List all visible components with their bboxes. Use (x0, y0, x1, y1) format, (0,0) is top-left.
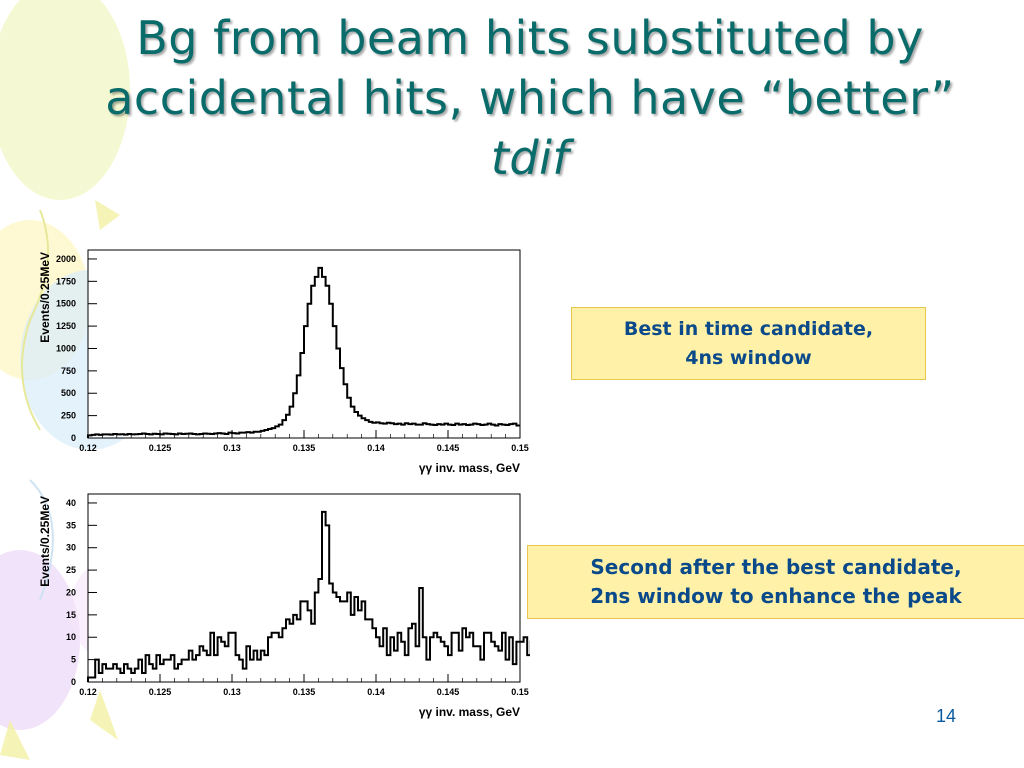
x-tick-label: 0.15 (511, 687, 529, 697)
y-tick-label: 40 (66, 498, 76, 508)
x-tick-label: 0.12 (79, 443, 97, 453)
x-tick-label: 0.125 (149, 443, 172, 453)
slide-title-text: Bg from beam hits substituted by acciden… (105, 11, 955, 125)
histogram-series (87, 266, 520, 438)
y-tick-label: 30 (66, 543, 76, 553)
x-tick-label: 0.125 (149, 687, 172, 697)
x-tick-label: 0.12 (79, 687, 97, 697)
y-tick-label: 0 (71, 433, 76, 443)
y-tick-label: 5 (71, 655, 76, 665)
y-tick-label: 10 (66, 632, 76, 642)
y-axis-label: Events/0.25MeV (38, 496, 52, 587)
y-tick-label: 750 (61, 366, 76, 376)
x-tick-label: 0.13 (223, 443, 241, 453)
x-tick-label: 0.145 (437, 687, 460, 697)
y-tick-label: 0 (71, 677, 76, 687)
y-tick-label: 20 (66, 587, 76, 597)
x-axis-label: γγ inv. mass, GeV (419, 461, 520, 475)
callout-1-line1: Best in time candidate, (623, 318, 874, 340)
x-axis-label: γγ inv. mass, GeV (419, 705, 520, 719)
x-tick-label: 0.14 (367, 687, 385, 697)
slide-title-emphasis: tdif (490, 131, 570, 185)
x-tick-label: 0.135 (293, 687, 316, 697)
y-axis-label: Events/0.25MeV (38, 252, 52, 343)
histogram-top: 0.12 0.125 0.13 0.135 0.14 0.145 0.15 0 250 500 75… (38, 249, 529, 475)
x-tick-label: 0.14 (367, 443, 385, 453)
y-tick-label: 15 (66, 610, 76, 620)
plot-frame (87, 493, 521, 683)
callout-1-line2: 4ns window (685, 347, 812, 369)
y-tick-label: 250 (61, 411, 76, 421)
slide-title: Bg from beam hits substituted by acciden… (70, 8, 990, 188)
callout-best-in-time: Best in time candidate, 4ns window (571, 307, 926, 380)
y-tick-label: 25 (66, 565, 76, 575)
y-tick-label: 1250 (56, 321, 76, 331)
y-tick-label: 35 (66, 520, 76, 530)
x-tick-label: 0.13 (223, 687, 241, 697)
callout-second-candidate: Second after the best candidate, 2ns win… (527, 545, 1024, 619)
y-tick-label: 1000 (56, 343, 76, 353)
y-tick-label: 2000 (56, 254, 76, 264)
page-number: 14 (936, 706, 957, 726)
x-tick-label: 0.135 (293, 443, 316, 453)
histogram-bottom: 0.12 0.125 0.13 0.135 0.14 0.145 0.15 0 5 10 15 20 2… (38, 493, 530, 719)
y-tick-label: 500 (61, 388, 76, 398)
y-tick-label: 1750 (56, 276, 76, 286)
x-tick-label: 0.15 (511, 443, 529, 453)
callout-2-line1: Second after the best candidate, (590, 555, 962, 579)
y-tick-label: 1500 (56, 299, 76, 309)
x-tick-label: 0.145 (437, 443, 460, 453)
histogram-series (87, 510, 530, 682)
callout-2-line2: 2ns window to enhance the peak (590, 584, 962, 608)
